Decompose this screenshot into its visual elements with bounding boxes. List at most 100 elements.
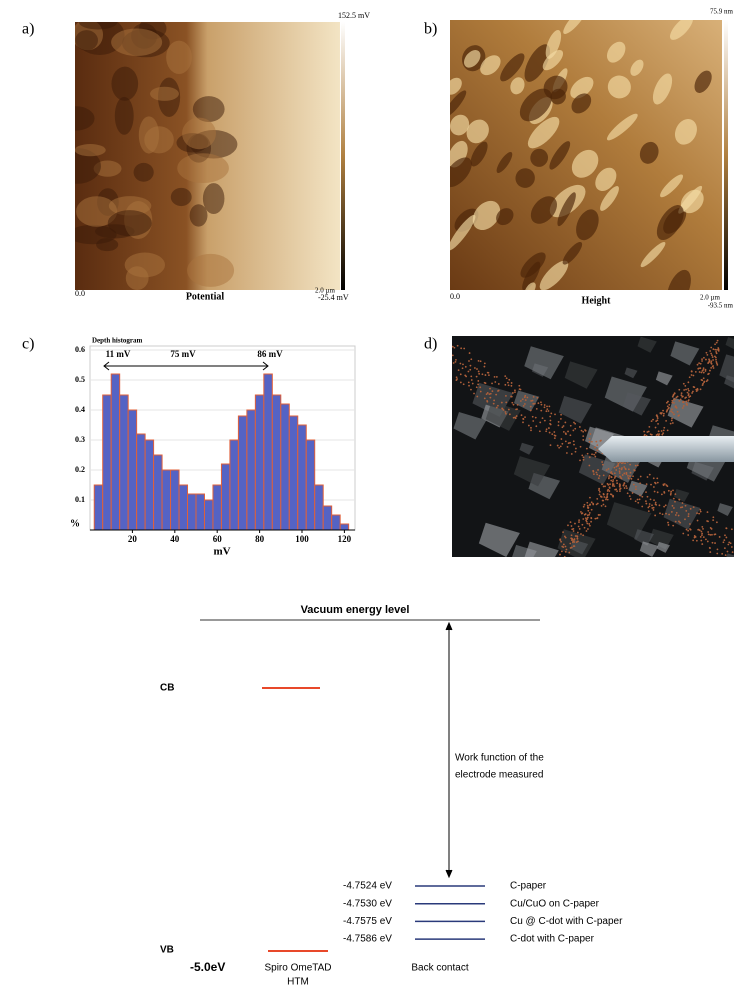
particle [577, 540, 579, 543]
particle [643, 430, 646, 433]
bar [178, 484, 189, 531]
particle [654, 514, 657, 517]
grain [75, 30, 98, 51]
grain [192, 96, 225, 123]
x-axis-label: mV [213, 546, 230, 558]
particle [689, 528, 692, 531]
particle [621, 474, 624, 476]
particle [492, 402, 495, 405]
grain [524, 44, 551, 82]
particle [671, 504, 674, 507]
particle [705, 351, 708, 354]
particle [560, 540, 563, 543]
particle [532, 402, 535, 405]
particle [580, 511, 582, 513]
particle [561, 442, 564, 445]
particle [673, 413, 675, 416]
particle [634, 500, 637, 503]
particle [596, 473, 599, 476]
particle [715, 360, 718, 363]
particle [484, 374, 487, 376]
particle [611, 472, 614, 475]
particle [560, 550, 563, 553]
particle [666, 429, 669, 432]
particle [529, 405, 532, 408]
particle [543, 404, 546, 406]
particle [608, 474, 611, 477]
grain [450, 214, 476, 251]
particle [711, 365, 714, 368]
particle [670, 419, 673, 422]
particle [707, 372, 710, 375]
particle [459, 381, 462, 384]
particle [696, 363, 699, 366]
particle [685, 388, 687, 391]
particle [686, 391, 689, 394]
particle [524, 416, 526, 419]
particle [565, 548, 568, 551]
particle [675, 406, 678, 409]
bar [271, 394, 282, 531]
particle [524, 394, 527, 397]
particle [663, 483, 666, 485]
grain [496, 151, 513, 173]
particle [705, 538, 707, 541]
y-axis-label: % [70, 518, 80, 529]
particle [583, 526, 586, 529]
particle [712, 367, 715, 369]
grain [75, 106, 95, 131]
particle [582, 458, 585, 461]
particle [535, 425, 538, 428]
particle [546, 408, 549, 410]
particle [582, 430, 585, 433]
panel-label: a) [22, 21, 34, 38]
crystal [726, 553, 734, 557]
particle [622, 484, 625, 487]
particle [699, 362, 702, 365]
particle [560, 413, 562, 416]
particle [666, 485, 669, 488]
work-function-levels: -4.7524 eV C-paper -4.7530 eV Cu/CuO on C-p… [343, 881, 623, 945]
particle [535, 407, 538, 410]
particle [548, 427, 550, 429]
particle [580, 512, 583, 515]
x-start: 0.0 [75, 289, 85, 298]
particle [715, 358, 717, 361]
particle [522, 421, 524, 424]
particle [609, 483, 611, 486]
particle [645, 502, 648, 505]
particle [681, 407, 684, 409]
particle [565, 452, 568, 454]
particle [590, 501, 593, 504]
particle [602, 503, 605, 506]
particle [671, 408, 673, 411]
grain [678, 185, 703, 214]
y-tick-label: 0.1 [75, 495, 85, 504]
grain [630, 59, 644, 76]
particle [627, 468, 630, 471]
crystal [485, 401, 521, 431]
particle [722, 541, 725, 544]
particle [701, 525, 704, 528]
particle [699, 388, 702, 391]
particle [609, 493, 612, 496]
particle [599, 514, 601, 516]
particle [530, 426, 532, 429]
particle [679, 398, 682, 401]
particle [585, 520, 588, 523]
x-tick-label: 60 [213, 534, 223, 544]
color-bar [724, 20, 728, 290]
grain [138, 116, 160, 154]
particle [715, 350, 718, 353]
grain [111, 28, 163, 56]
particle [633, 469, 636, 471]
particle [627, 474, 629, 477]
particle [610, 476, 613, 479]
particle [660, 493, 663, 496]
htm-name: Spiro OmeTAD [264, 963, 331, 974]
crystal [725, 337, 734, 350]
grain [114, 96, 134, 135]
particle [681, 396, 684, 398]
grain [510, 77, 525, 95]
